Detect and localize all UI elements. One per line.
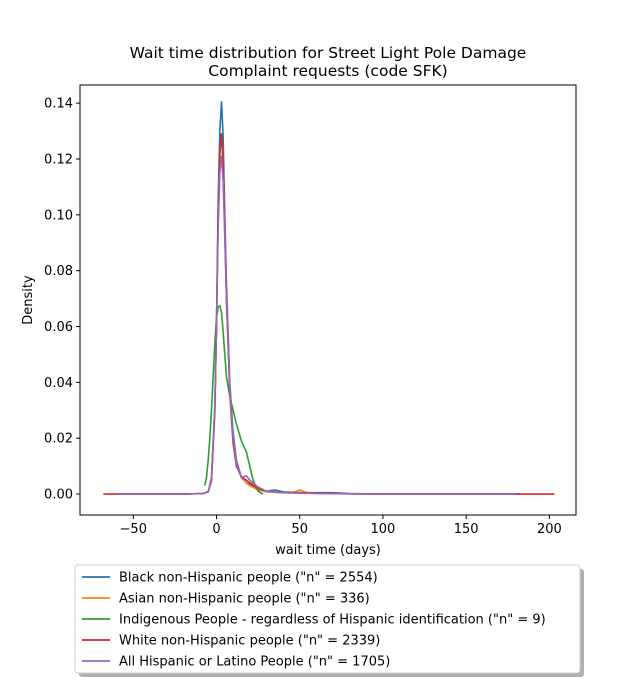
y-tick-label: 0.12 — [44, 152, 73, 167]
x-tick-label: 0 — [212, 522, 220, 537]
x-tick-label: −50 — [120, 522, 147, 537]
legend-items: Black non-Hispanic people ("n" = 2554) As… — [82, 571, 546, 670]
chart-title-line-2: Complaint requests (code SFK) — [208, 62, 447, 80]
x-axis-label: wait time (days) — [275, 543, 381, 558]
x-tick-label: 150 — [454, 522, 479, 537]
legend-label-1: Black non-Hispanic people ("n" = 2554) — [119, 571, 378, 586]
y-tick-label: 0.02 — [44, 432, 73, 447]
series-line-3 — [204, 304, 264, 495]
y-tick-label: 0.06 — [44, 320, 73, 335]
legend-box — [74, 564, 581, 674]
legend-label-2: Asian non-Hispanic people ("n" = 336) — [119, 592, 370, 607]
y-tick-label: 0.14 — [44, 97, 73, 112]
legend-label-4: White non-Hispanic people ("n" = 2339) — [119, 634, 380, 649]
legend-label-3: Indigenous People - regardless of Hispan… — [119, 613, 546, 628]
y-axis: 0.00 0.02 0.04 0.06 0.08 0.10 0.12 0.14 — [44, 97, 80, 503]
plot-frame — [79, 84, 577, 516]
y-tick-label: 0.08 — [44, 264, 73, 279]
x-tick-label: 100 — [371, 522, 396, 537]
y-tick-label: 0.10 — [44, 208, 73, 223]
plot-area — [103, 100, 555, 495]
series-line-2 — [116, 133, 508, 495]
series-line-4 — [103, 133, 555, 495]
y-axis-label: Density — [21, 275, 36, 325]
chart-title-line-1: Wait time distribution for Street Light … — [130, 44, 527, 62]
legend: Black non-Hispanic people ("n" = 2554) As… — [74, 564, 584, 677]
x-axis: −50 0 50 100 150 200 — [120, 515, 562, 537]
series-line-1 — [116, 100, 520, 495]
series-line-5 — [116, 155, 517, 495]
y-tick-label: 0.04 — [44, 376, 73, 391]
x-tick-label: 200 — [537, 522, 562, 537]
y-tick-label: 0.00 — [44, 488, 73, 503]
x-tick-label: 50 — [291, 522, 308, 537]
legend-label-5: All Hispanic or Latino People ("n" = 170… — [119, 655, 390, 670]
